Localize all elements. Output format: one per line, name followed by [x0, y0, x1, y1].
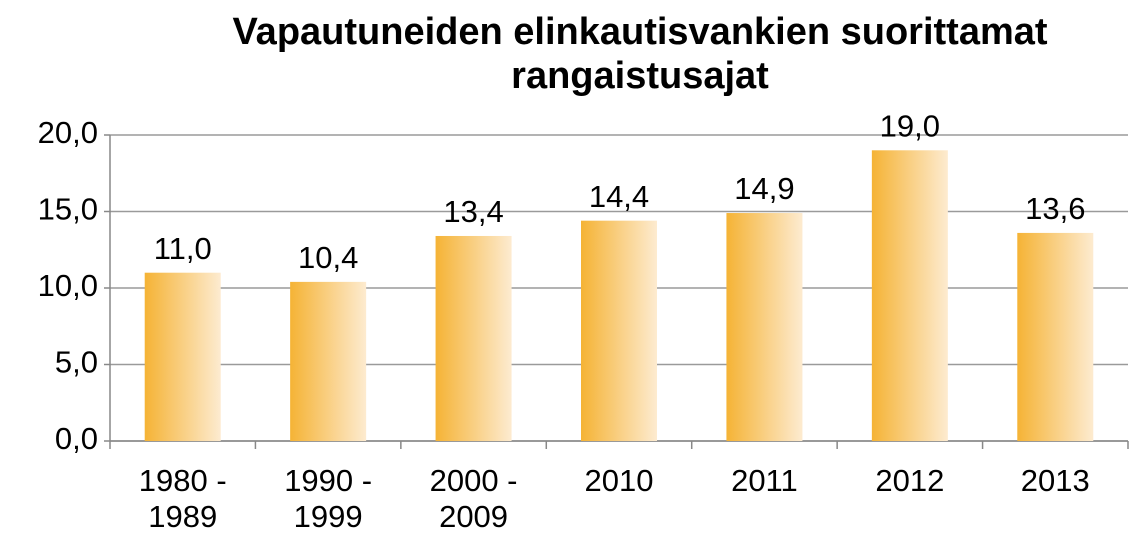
x-tick-label: 2010: [584, 463, 654, 498]
bar: [290, 281, 367, 441]
x-tick-label: 1980 - 1989: [138, 463, 227, 534]
value-label: 13,4: [443, 194, 503, 229]
y-tick-label: 5,0: [55, 345, 98, 380]
value-label: 10,4: [298, 240, 358, 275]
value-label: 14,4: [589, 179, 649, 214]
chart-title: Vapautuneiden elinkautisvankien suoritta…: [232, 11, 1048, 97]
value-label: 11,0: [154, 231, 212, 266]
value-label: 19,0: [880, 108, 940, 143]
y-tick-label: 15,0: [38, 192, 98, 227]
x-tick-label: 2000 - 2009: [429, 463, 518, 534]
bar: [144, 272, 221, 441]
x-tick-label: 2012: [875, 463, 945, 498]
bar: [1017, 232, 1094, 441]
y-tick-label: 0,0: [55, 421, 98, 456]
bar: [435, 235, 512, 441]
value-label: 13,6: [1025, 191, 1085, 226]
x-tick-label: 1990 - 1999: [284, 463, 373, 534]
y-tick-label: 20,0: [38, 115, 98, 150]
bar: [726, 213, 803, 441]
y-tick-label: 10,0: [38, 268, 98, 303]
value-label: 14,9: [734, 171, 794, 206]
bar: [871, 150, 948, 442]
x-tick-label: 2011: [731, 463, 798, 498]
bar: [581, 220, 657, 441]
x-tick-label: 2013: [1020, 463, 1090, 498]
